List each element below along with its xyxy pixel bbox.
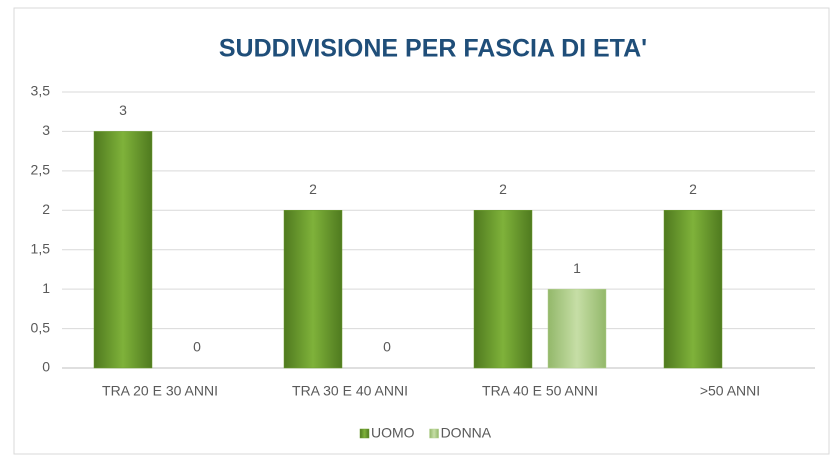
y-tick-label: 2,5 bbox=[31, 162, 51, 178]
bar bbox=[663, 210, 723, 369]
y-tick-label: 1,5 bbox=[31, 240, 51, 256]
bar bbox=[283, 210, 343, 369]
legend-label: DONNA bbox=[441, 425, 492, 441]
y-tick-label: 3 bbox=[42, 122, 50, 138]
data-label: 2 bbox=[309, 181, 317, 197]
data-label: 3 bbox=[119, 102, 127, 118]
legend-label: UOMO bbox=[371, 425, 415, 441]
x-tick-label: TRA 30 E 40 ANNI bbox=[292, 383, 408, 399]
bar bbox=[547, 288, 607, 369]
data-label: 2 bbox=[499, 181, 507, 197]
data-label: 1 bbox=[573, 260, 581, 276]
data-label: 0 bbox=[383, 339, 391, 355]
legend-swatch bbox=[359, 428, 370, 439]
y-tick-label: 1 bbox=[42, 280, 50, 296]
legend-swatch bbox=[429, 428, 439, 439]
chart-title: SUDDIVISIONE PER FASCIA DI ETA' bbox=[219, 35, 647, 63]
y-tick-label: 0,5 bbox=[31, 319, 51, 335]
x-tick-label: TRA 20 E 30 ANNI bbox=[102, 383, 218, 399]
data-label: 0 bbox=[193, 339, 201, 355]
data-label: 2 bbox=[689, 181, 697, 197]
x-tick-label: TRA 40 E 50 ANNI bbox=[482, 383, 598, 399]
y-tick-label: 0 bbox=[42, 359, 50, 375]
y-tick-label: 2 bbox=[42, 201, 50, 217]
y-tick-label: 3,5 bbox=[31, 83, 51, 99]
x-tick-label: >50 ANNI bbox=[700, 383, 760, 399]
bar bbox=[473, 210, 533, 369]
bar bbox=[93, 131, 153, 369]
